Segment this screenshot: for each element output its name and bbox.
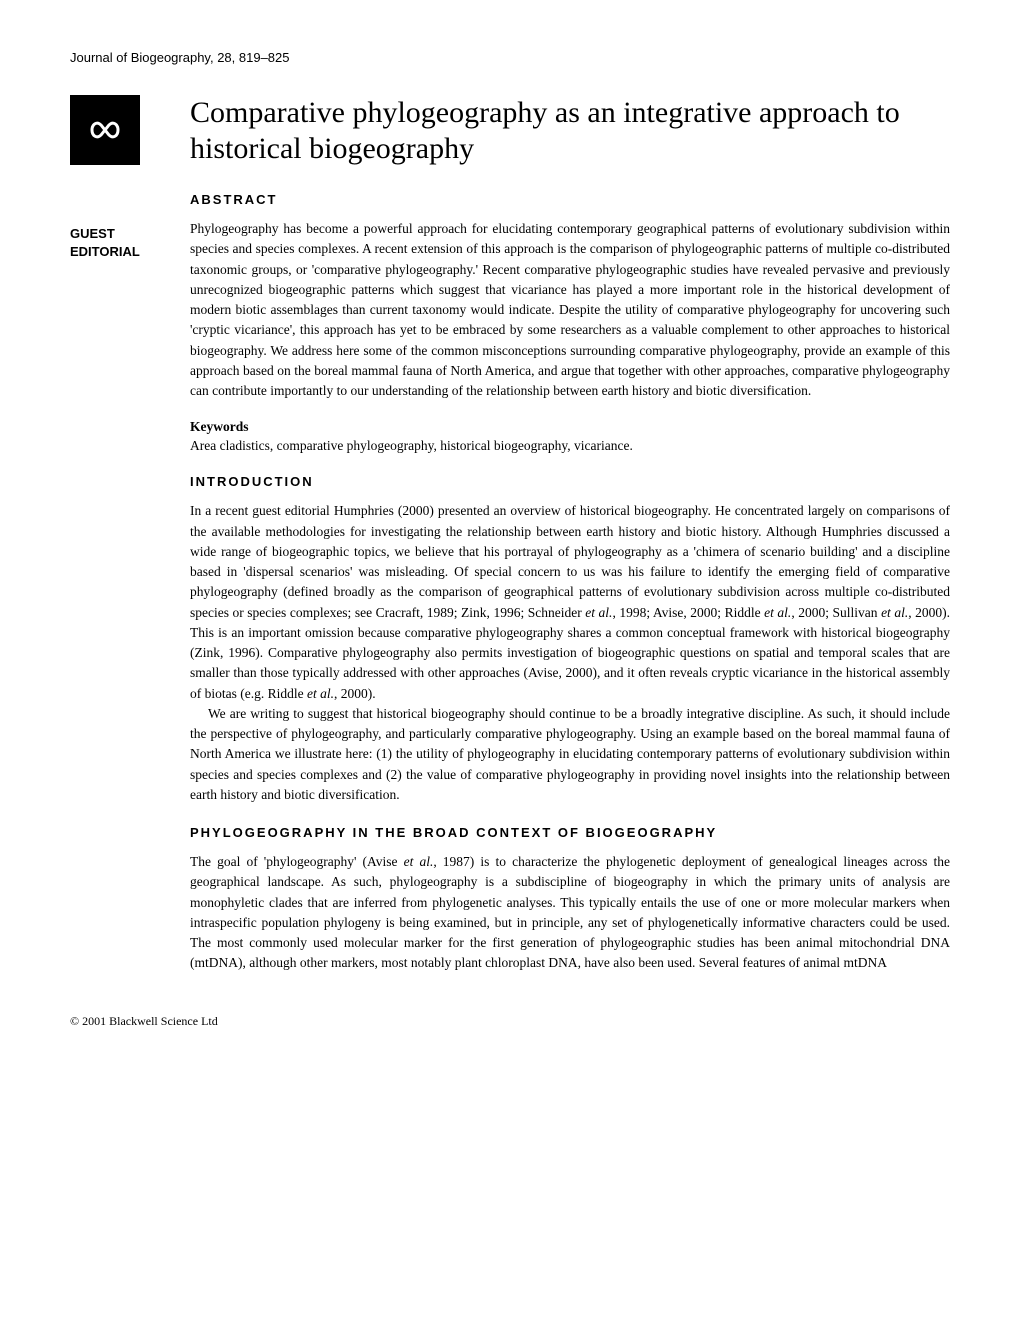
keywords-text: Area cladistics, comparative phylogeogra… (190, 438, 950, 454)
intro-p1-t3: , 2000; Sullivan (791, 605, 881, 620)
guest-line1: GUEST (70, 225, 160, 243)
s2-p1-t1: The goal of 'phylogeography' (Avise (190, 854, 404, 869)
section2-para1: The goal of 'phylogeography' (Avise et a… (190, 852, 950, 974)
intro-p1-t5: , 2000). (334, 686, 376, 701)
journal-header: Journal of Biogeography, 28, 819–825 (70, 50, 950, 65)
intro-p1-cite4: et al. (307, 686, 334, 701)
s2-p1-cite1: et al. (404, 854, 434, 869)
left-sidebar: GUEST EDITORIAL (70, 95, 160, 974)
abstract-header: ABSTRACT (190, 192, 950, 207)
intro-p1-t1: In a recent guest editorial Humphries (2… (190, 503, 950, 619)
intro-p1-cite2: et al. (764, 605, 791, 620)
keywords-label: Keywords (190, 419, 950, 435)
section2-header: PHYLOGEOGRAPHY IN THE BROAD CONTEXT OF B… (190, 825, 950, 840)
guest-editorial-label: GUEST EDITORIAL (70, 225, 160, 261)
introduction-header: INTRODUCTION (190, 474, 950, 489)
intro-para2: We are writing to suggest that historica… (190, 704, 950, 805)
journal-logo (70, 95, 140, 165)
intro-p1-cite3: et al. (881, 605, 908, 620)
content-column: Comparative phylogeography as an integra… (190, 95, 950, 974)
copyright-footer: © 2001 Blackwell Science Ltd (70, 1014, 950, 1029)
intro-p1-t2: , 1998; Avise, 2000; Riddle (612, 605, 764, 620)
abstract-text: Phylogeography has become a powerful app… (190, 219, 950, 401)
intro-p1-cite1: et al. (585, 605, 612, 620)
s2-p1-t2: , 1987) is to characterize the phylogene… (190, 854, 950, 970)
main-container: GUEST EDITORIAL Comparative phylogeograp… (70, 95, 950, 974)
intro-para1: In a recent guest editorial Humphries (2… (190, 501, 950, 704)
guest-line2: EDITORIAL (70, 243, 160, 261)
article-title: Comparative phylogeography as an integra… (190, 95, 950, 167)
infinity-icon (80, 115, 130, 145)
